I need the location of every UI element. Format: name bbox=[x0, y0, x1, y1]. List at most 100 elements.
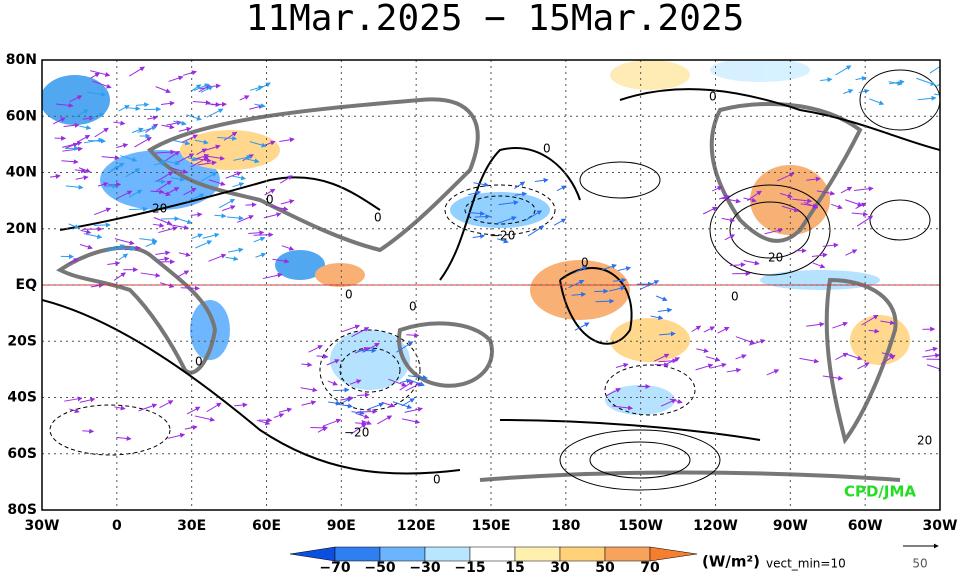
colorbar-label: 70 bbox=[640, 560, 660, 575]
wind-vector bbox=[116, 143, 129, 149]
wind-vector bbox=[316, 353, 329, 359]
wind-vector bbox=[605, 388, 621, 397]
wind-vector bbox=[195, 240, 213, 249]
wind-vector bbox=[201, 144, 221, 153]
contour-label: 20 bbox=[152, 202, 167, 216]
wind-vector bbox=[181, 134, 199, 144]
wind-vector bbox=[368, 402, 385, 410]
wind-vector bbox=[803, 201, 819, 209]
wind-vector bbox=[76, 135, 91, 143]
wind-vector bbox=[156, 180, 172, 192]
wind-vector bbox=[351, 410, 365, 416]
wind-vector bbox=[929, 63, 940, 74]
latitude-label: 60N bbox=[6, 108, 37, 124]
wind-vector bbox=[654, 353, 670, 362]
wind-vector bbox=[735, 336, 756, 345]
wind-vector bbox=[89, 70, 111, 77]
wind-vector bbox=[234, 402, 248, 408]
wind-vector bbox=[186, 406, 201, 415]
wind-vector bbox=[868, 328, 880, 334]
wind-vector bbox=[703, 326, 716, 333]
wind-vector bbox=[180, 285, 200, 291]
longitude-label: 150W bbox=[618, 518, 663, 534]
wind-vector bbox=[615, 362, 629, 368]
wind-vector bbox=[155, 149, 176, 155]
wind-vector bbox=[851, 211, 869, 217]
coastlines bbox=[56, 97, 901, 482]
wind-vector bbox=[724, 234, 735, 241]
wind-vector bbox=[161, 124, 175, 130]
contour-label: 0 bbox=[731, 290, 739, 304]
wind-vector bbox=[190, 84, 202, 92]
wind-vector bbox=[473, 182, 490, 188]
wind-vector bbox=[743, 197, 757, 203]
wind-vector bbox=[202, 232, 220, 239]
latitude-labels: 80N 60N 40N 20N EQ 20S 40S 60S 80S bbox=[6, 52, 37, 518]
wind-vector bbox=[170, 167, 188, 174]
wind-vector bbox=[249, 85, 264, 91]
wind-vector bbox=[843, 89, 854, 95]
wind-vector bbox=[405, 382, 423, 392]
wind-vector bbox=[194, 139, 209, 145]
wind-vector bbox=[922, 353, 940, 358]
wind-vector bbox=[120, 155, 138, 162]
wind-vector bbox=[278, 407, 293, 413]
wind-vector bbox=[63, 122, 80, 128]
wind-vector bbox=[155, 250, 171, 256]
wind-vector bbox=[812, 262, 826, 269]
wind-vector bbox=[79, 125, 92, 130]
wind-vector bbox=[200, 86, 214, 93]
wind-vector bbox=[183, 187, 197, 196]
longitude-label: 90E bbox=[327, 518, 356, 534]
wind-vector bbox=[186, 156, 199, 162]
wind-vector bbox=[608, 285, 626, 292]
wind-vector bbox=[214, 213, 227, 219]
wind-vector bbox=[853, 186, 874, 192]
wind-vector bbox=[568, 280, 585, 289]
wind-vector bbox=[612, 405, 634, 411]
wind-vector bbox=[869, 98, 885, 106]
wind-vector bbox=[154, 179, 167, 185]
wind-vector bbox=[474, 214, 491, 220]
wind-vector bbox=[399, 378, 412, 384]
contour-label: 20 bbox=[917, 434, 932, 448]
wind-vector bbox=[822, 375, 844, 381]
wind-vector bbox=[90, 72, 101, 79]
wind-vector bbox=[114, 238, 135, 246]
wind-vector bbox=[244, 158, 260, 164]
longitude-label: 180 bbox=[551, 518, 580, 534]
wind-vector bbox=[811, 252, 828, 258]
wind-vector bbox=[717, 326, 730, 334]
wind-vector bbox=[116, 190, 133, 200]
wind-vector bbox=[355, 412, 370, 419]
wind-vector bbox=[239, 95, 250, 101]
contours bbox=[42, 69, 940, 491]
latitude-label: 20S bbox=[7, 333, 37, 349]
wind-vector bbox=[227, 215, 244, 221]
wind-vector bbox=[135, 102, 150, 108]
wind-vector bbox=[170, 176, 185, 182]
wind-vector bbox=[820, 77, 833, 83]
wind-vector bbox=[114, 405, 126, 411]
colorbar-label: 15 bbox=[505, 560, 524, 575]
wind-vector bbox=[93, 207, 112, 216]
wind-vector bbox=[182, 70, 197, 76]
wind-vector bbox=[190, 212, 203, 218]
wind-vector bbox=[190, 156, 209, 168]
contour-label: −20 bbox=[344, 426, 369, 440]
wind-vector bbox=[696, 348, 709, 354]
wind-vector bbox=[327, 380, 338, 386]
wind-vector bbox=[253, 236, 266, 243]
wind-vector bbox=[64, 396, 83, 402]
wind-vector bbox=[409, 379, 425, 387]
wind-vector bbox=[695, 363, 714, 371]
wind-vector bbox=[718, 194, 730, 200]
longitude-label: 120E bbox=[397, 518, 436, 534]
wind-vector bbox=[806, 321, 825, 327]
wind-vector bbox=[743, 260, 760, 266]
wind-vector bbox=[184, 425, 198, 431]
wind-vector bbox=[52, 117, 66, 125]
longitude-label: 0 bbox=[112, 518, 122, 534]
wind-vector bbox=[525, 210, 543, 221]
wind-vector bbox=[270, 205, 289, 212]
